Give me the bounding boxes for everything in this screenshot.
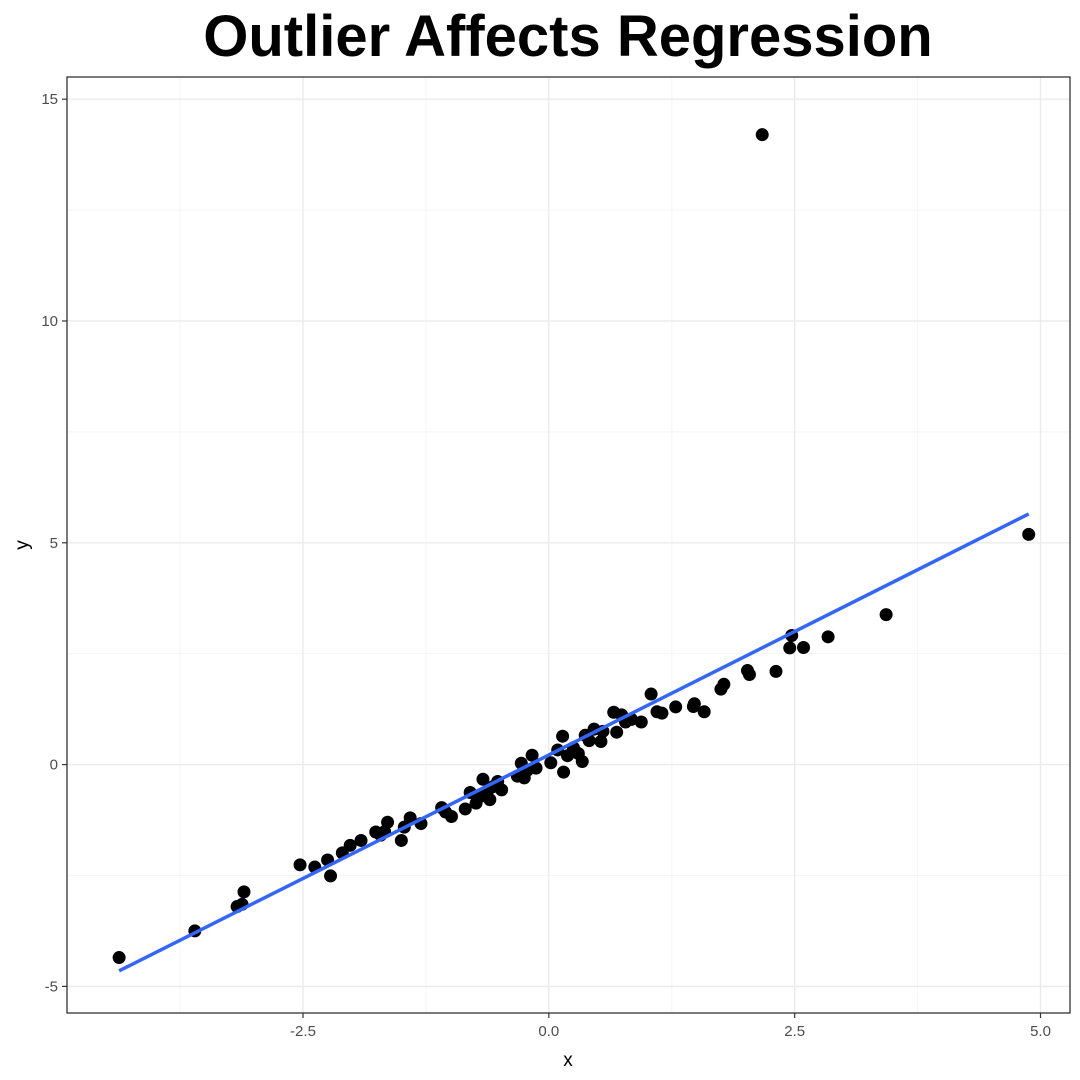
x-axis-ticks: -2.5 0.0 2.5 5.0 [290, 1013, 1051, 1040]
data-point [112, 951, 126, 965]
data-point [476, 772, 490, 786]
data-point [610, 725, 624, 739]
data-point [324, 869, 338, 883]
data-point [797, 640, 811, 654]
data-point [742, 668, 756, 682]
data-point [483, 793, 497, 807]
data-point [544, 756, 558, 770]
grid-minor-lines [67, 77, 1070, 1013]
data-point [769, 664, 783, 678]
data-point [394, 833, 408, 847]
grid-major-lines [67, 77, 1070, 1013]
data-point [556, 729, 570, 743]
data-point [634, 715, 648, 729]
data-point [669, 700, 683, 714]
y-axis-ticks: -5 0 5 10 15 [41, 91, 67, 995]
data-points [112, 128, 1036, 965]
y-tick-label: 5 [50, 535, 58, 552]
x-tick-label: 5.0 [1030, 1023, 1051, 1040]
data-point [381, 815, 395, 829]
data-point [655, 706, 669, 720]
y-tick-label: 0 [50, 757, 58, 774]
data-point [293, 858, 307, 872]
data-point [343, 838, 357, 852]
regression-line [118, 512, 1030, 973]
data-point [458, 802, 472, 816]
x-axis-title: x [563, 1050, 573, 1071]
data-point [354, 833, 368, 847]
data-point [575, 754, 589, 768]
chart-title: Outlier Affects Regression [203, 4, 932, 69]
data-point [687, 697, 701, 711]
y-tick-label: -5 [45, 978, 58, 995]
x-tick-label: 2.5 [784, 1023, 805, 1040]
data-point [495, 783, 509, 797]
data-point [755, 128, 769, 142]
data-point [444, 809, 458, 823]
data-point [717, 677, 731, 691]
data-point [237, 885, 251, 899]
data-point [594, 735, 608, 749]
data-point [557, 765, 571, 779]
plot-panel-border [66, 76, 1071, 1014]
data-point [879, 608, 893, 622]
x-tick-label: -2.5 [290, 1023, 316, 1040]
y-axis-title: y [12, 540, 33, 550]
data-point [697, 705, 711, 719]
data-point [525, 748, 539, 762]
y-tick-label: 15 [41, 91, 58, 108]
y-tick-label: 10 [41, 313, 58, 330]
data-point [821, 630, 835, 644]
x-tick-label: 0.0 [538, 1023, 559, 1040]
data-point [1022, 527, 1036, 541]
data-point [644, 687, 658, 701]
data-point [783, 641, 797, 655]
